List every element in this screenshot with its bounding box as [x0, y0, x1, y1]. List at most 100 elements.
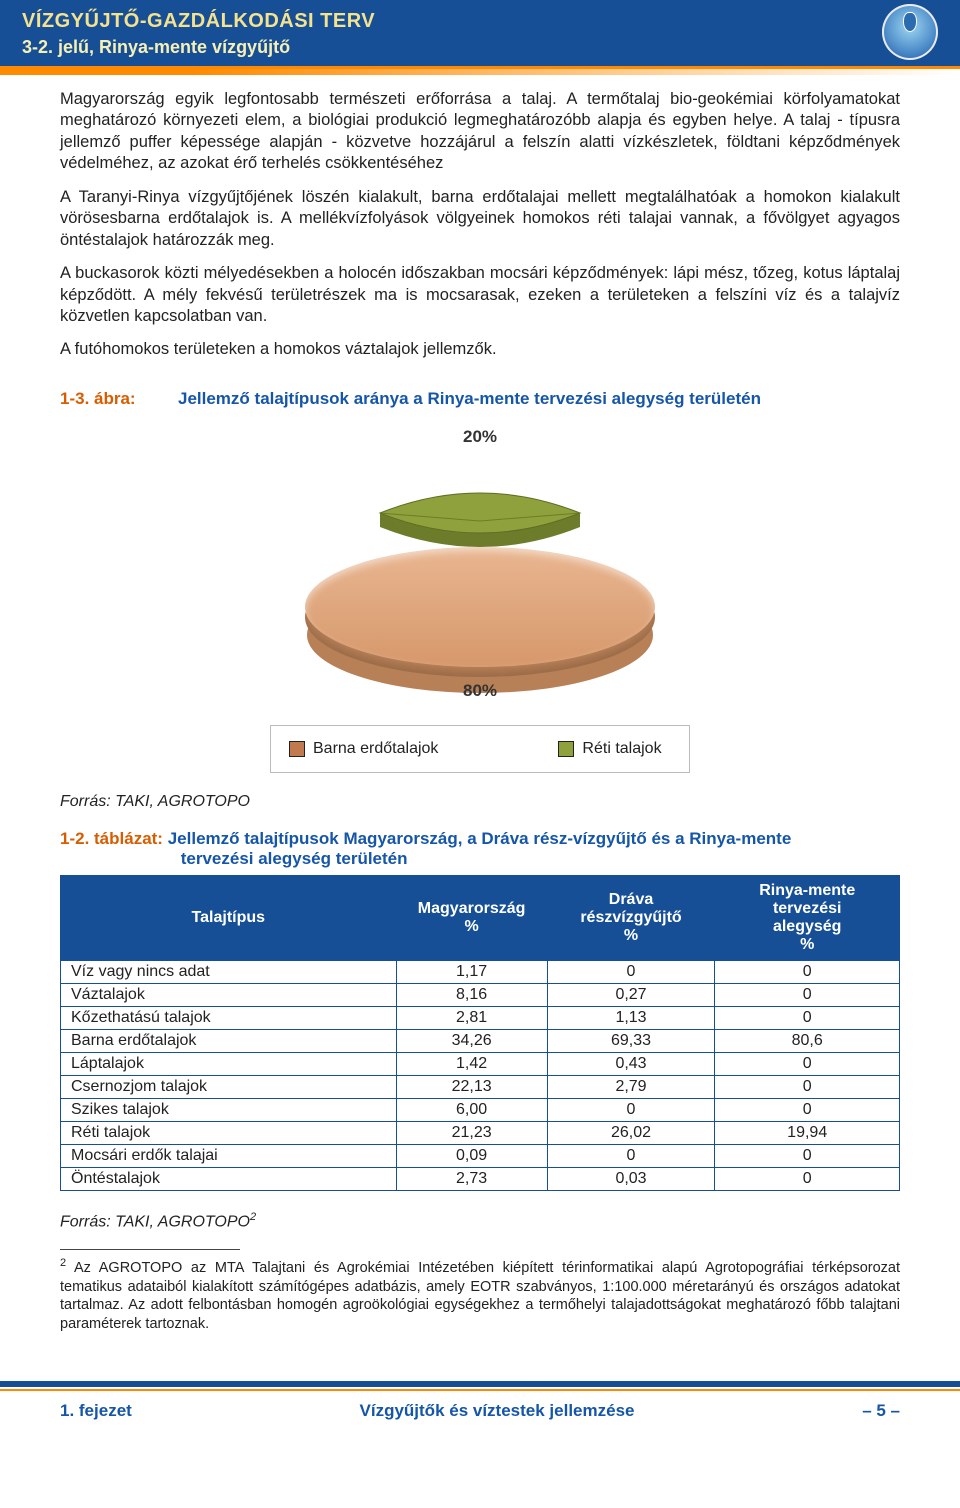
table-source-sup: 2	[250, 1211, 256, 1223]
footer-title: Vízgyűjtők és víztestek jellemzése	[360, 1401, 635, 1421]
table-cell: 80,6	[715, 1029, 900, 1052]
table-cell: 0	[715, 1006, 900, 1029]
pie-chart: 20% 80% Barna erdőtalajok Réti talajok	[270, 427, 690, 773]
footer-separator	[0, 1381, 960, 1387]
table-cell: Csernozjom talajok	[61, 1075, 397, 1098]
table-cell: Kőzethatású talajok	[61, 1006, 397, 1029]
footer-page-number: – 5 –	[862, 1401, 900, 1421]
table-cell: Szikes talajok	[61, 1098, 397, 1121]
header-logo-icon	[882, 4, 938, 60]
table-cell: 34,26	[396, 1029, 547, 1052]
footer-chapter: 1. fejezet	[60, 1401, 132, 1421]
table-cell: 0	[547, 1144, 715, 1167]
table-cell: 0	[715, 1098, 900, 1121]
th-text: %	[624, 927, 638, 944]
table-cell: Barna erdőtalajok	[61, 1029, 397, 1052]
table-row: Öntéstalajok2,730,030	[61, 1167, 900, 1190]
figure-source: Forrás: TAKI, AGROTOPO	[60, 793, 900, 811]
table-row: Csernozjom talajok22,132,790	[61, 1075, 900, 1098]
document-header: VÍZGYŰJTŐ-GAZDÁLKODÁSI TERV 3-2. jelű, R…	[0, 0, 960, 69]
th-text: tervezési	[773, 900, 842, 917]
table-cell: 1,13	[547, 1006, 715, 1029]
footer-separator-accent	[0, 1389, 960, 1391]
pie-percent-bottom: 80%	[463, 681, 497, 701]
table-cell: 0	[715, 1052, 900, 1075]
table-row: Víz vagy nincs adat1,1700	[61, 960, 900, 983]
table-cell: 0	[547, 960, 715, 983]
table-header-cell: Dráva részvízgyűjtő %	[547, 875, 715, 960]
body-paragraph: Magyarország egyik legfontosabb természe…	[60, 89, 900, 175]
legend-label: Réti talajok	[582, 740, 661, 758]
table-label-text-line1: Jellemző talajtípusok Magyarország, a Dr…	[168, 829, 792, 848]
table-cell: 8,16	[396, 983, 547, 1006]
table-cell: 0	[715, 1167, 900, 1190]
body-paragraph: A buckasorok közti mélyedésekben a holoc…	[60, 263, 900, 327]
table-cell: 19,94	[715, 1121, 900, 1144]
table-cell: 26,02	[547, 1121, 715, 1144]
table-row: Láptalajok1,420,430	[61, 1052, 900, 1075]
table-source-text: Forrás: TAKI, AGROTOPO	[60, 1213, 250, 1230]
table-cell: 0	[715, 960, 900, 983]
page-content: Magyarország egyik legfontosabb természe…	[0, 75, 960, 1381]
table-body: Víz vagy nincs adat1,1700Váztalajok8,160…	[61, 960, 900, 1190]
table-cell: Mocsári erdők talajai	[61, 1144, 397, 1167]
th-text: %	[464, 918, 478, 935]
th-text: %	[800, 936, 814, 953]
th-text: Magyarország	[418, 900, 526, 917]
table-cell: 0	[547, 1098, 715, 1121]
table-cell: Váztalajok	[61, 983, 397, 1006]
table-cell: 22,13	[396, 1075, 547, 1098]
footnote-text: Az AGROTOPO az MTA Talajtani és Agrokémi…	[60, 1260, 900, 1332]
table-cell: 0	[715, 983, 900, 1006]
figure-label-text: Jellemző talajtípusok aránya a Rinya-men…	[178, 389, 761, 409]
header-title-2: 3-2. jelű, Rinya-mente vízgyűjtő	[22, 37, 938, 58]
th-text: Dráva	[609, 891, 653, 908]
table-cell: 2,81	[396, 1006, 547, 1029]
table-cell: 0,27	[547, 983, 715, 1006]
legend-item: Barna erdőtalajok	[289, 740, 438, 758]
legend-swatch-icon	[558, 741, 574, 757]
table-label: 1-2. táblázat: Jellemző talajtípusok Mag…	[60, 829, 900, 869]
table-cell: 0,09	[396, 1144, 547, 1167]
table-cell: 6,00	[396, 1098, 547, 1121]
table-row: Barna erdőtalajok34,2669,3380,6	[61, 1029, 900, 1052]
table-cell: 69,33	[547, 1029, 715, 1052]
page-footer: 1. fejezet Vízgyűjtők és víztestek jelle…	[0, 1397, 960, 1437]
table-cell: 1,17	[396, 960, 547, 983]
table-label-prefix: 1-2. táblázat:	[60, 829, 163, 848]
header-title-1: VÍZGYŰJTŐ-GAZDÁLKODÁSI TERV	[22, 10, 938, 33]
figure-label: 1-3. ábra: Jellemző talajtípusok aránya …	[60, 389, 900, 409]
table-row: Váztalajok8,160,270	[61, 983, 900, 1006]
body-paragraph: A Taranyi-Rinya vízgyűjtőjének löszén ki…	[60, 187, 900, 251]
th-text: Talajtípus	[192, 909, 266, 926]
th-text: részvízgyűjtő	[580, 909, 681, 926]
legend-item: Réti talajok	[558, 740, 661, 758]
pie-stage: 20% 80%	[270, 427, 690, 707]
footnote-separator	[60, 1249, 240, 1250]
legend-label: Barna erdőtalajok	[313, 740, 438, 758]
body-paragraph: A futóhomokos területeken a homokos vázt…	[60, 339, 900, 360]
table-header-cell: Talajtípus	[61, 875, 397, 960]
table-label-text-line2: tervezési alegység területén	[181, 849, 408, 868]
pie-slice-small	[350, 471, 610, 581]
table-cell: 2,73	[396, 1167, 547, 1190]
table-header-cell: Rinya-mente tervezési alegység %	[715, 875, 900, 960]
table-cell: 0	[715, 1075, 900, 1098]
soil-type-table: Talajtípus Magyarország % Dráva részvízg…	[60, 875, 900, 1191]
figure-label-prefix: 1-3. ábra:	[60, 389, 178, 409]
table-row: Mocsári erdők talajai0,0900	[61, 1144, 900, 1167]
table-source: Forrás: TAKI, AGROTOPO2	[60, 1211, 900, 1231]
table-head: Talajtípus Magyarország % Dráva részvízg…	[61, 875, 900, 960]
th-text: alegység	[773, 918, 841, 935]
table-row: Kőzethatású talajok2,811,130	[61, 1006, 900, 1029]
legend-swatch-icon	[289, 741, 305, 757]
table-cell: 2,79	[547, 1075, 715, 1098]
table-cell: 0	[715, 1144, 900, 1167]
th-text: Rinya-mente	[759, 882, 855, 899]
table-cell: Láptalajok	[61, 1052, 397, 1075]
table-row: Szikes talajok6,0000	[61, 1098, 900, 1121]
table-row: Réti talajok21,2326,0219,94	[61, 1121, 900, 1144]
table-cell: Réti talajok	[61, 1121, 397, 1144]
table-header-cell: Magyarország %	[396, 875, 547, 960]
table-cell: Víz vagy nincs adat	[61, 960, 397, 983]
